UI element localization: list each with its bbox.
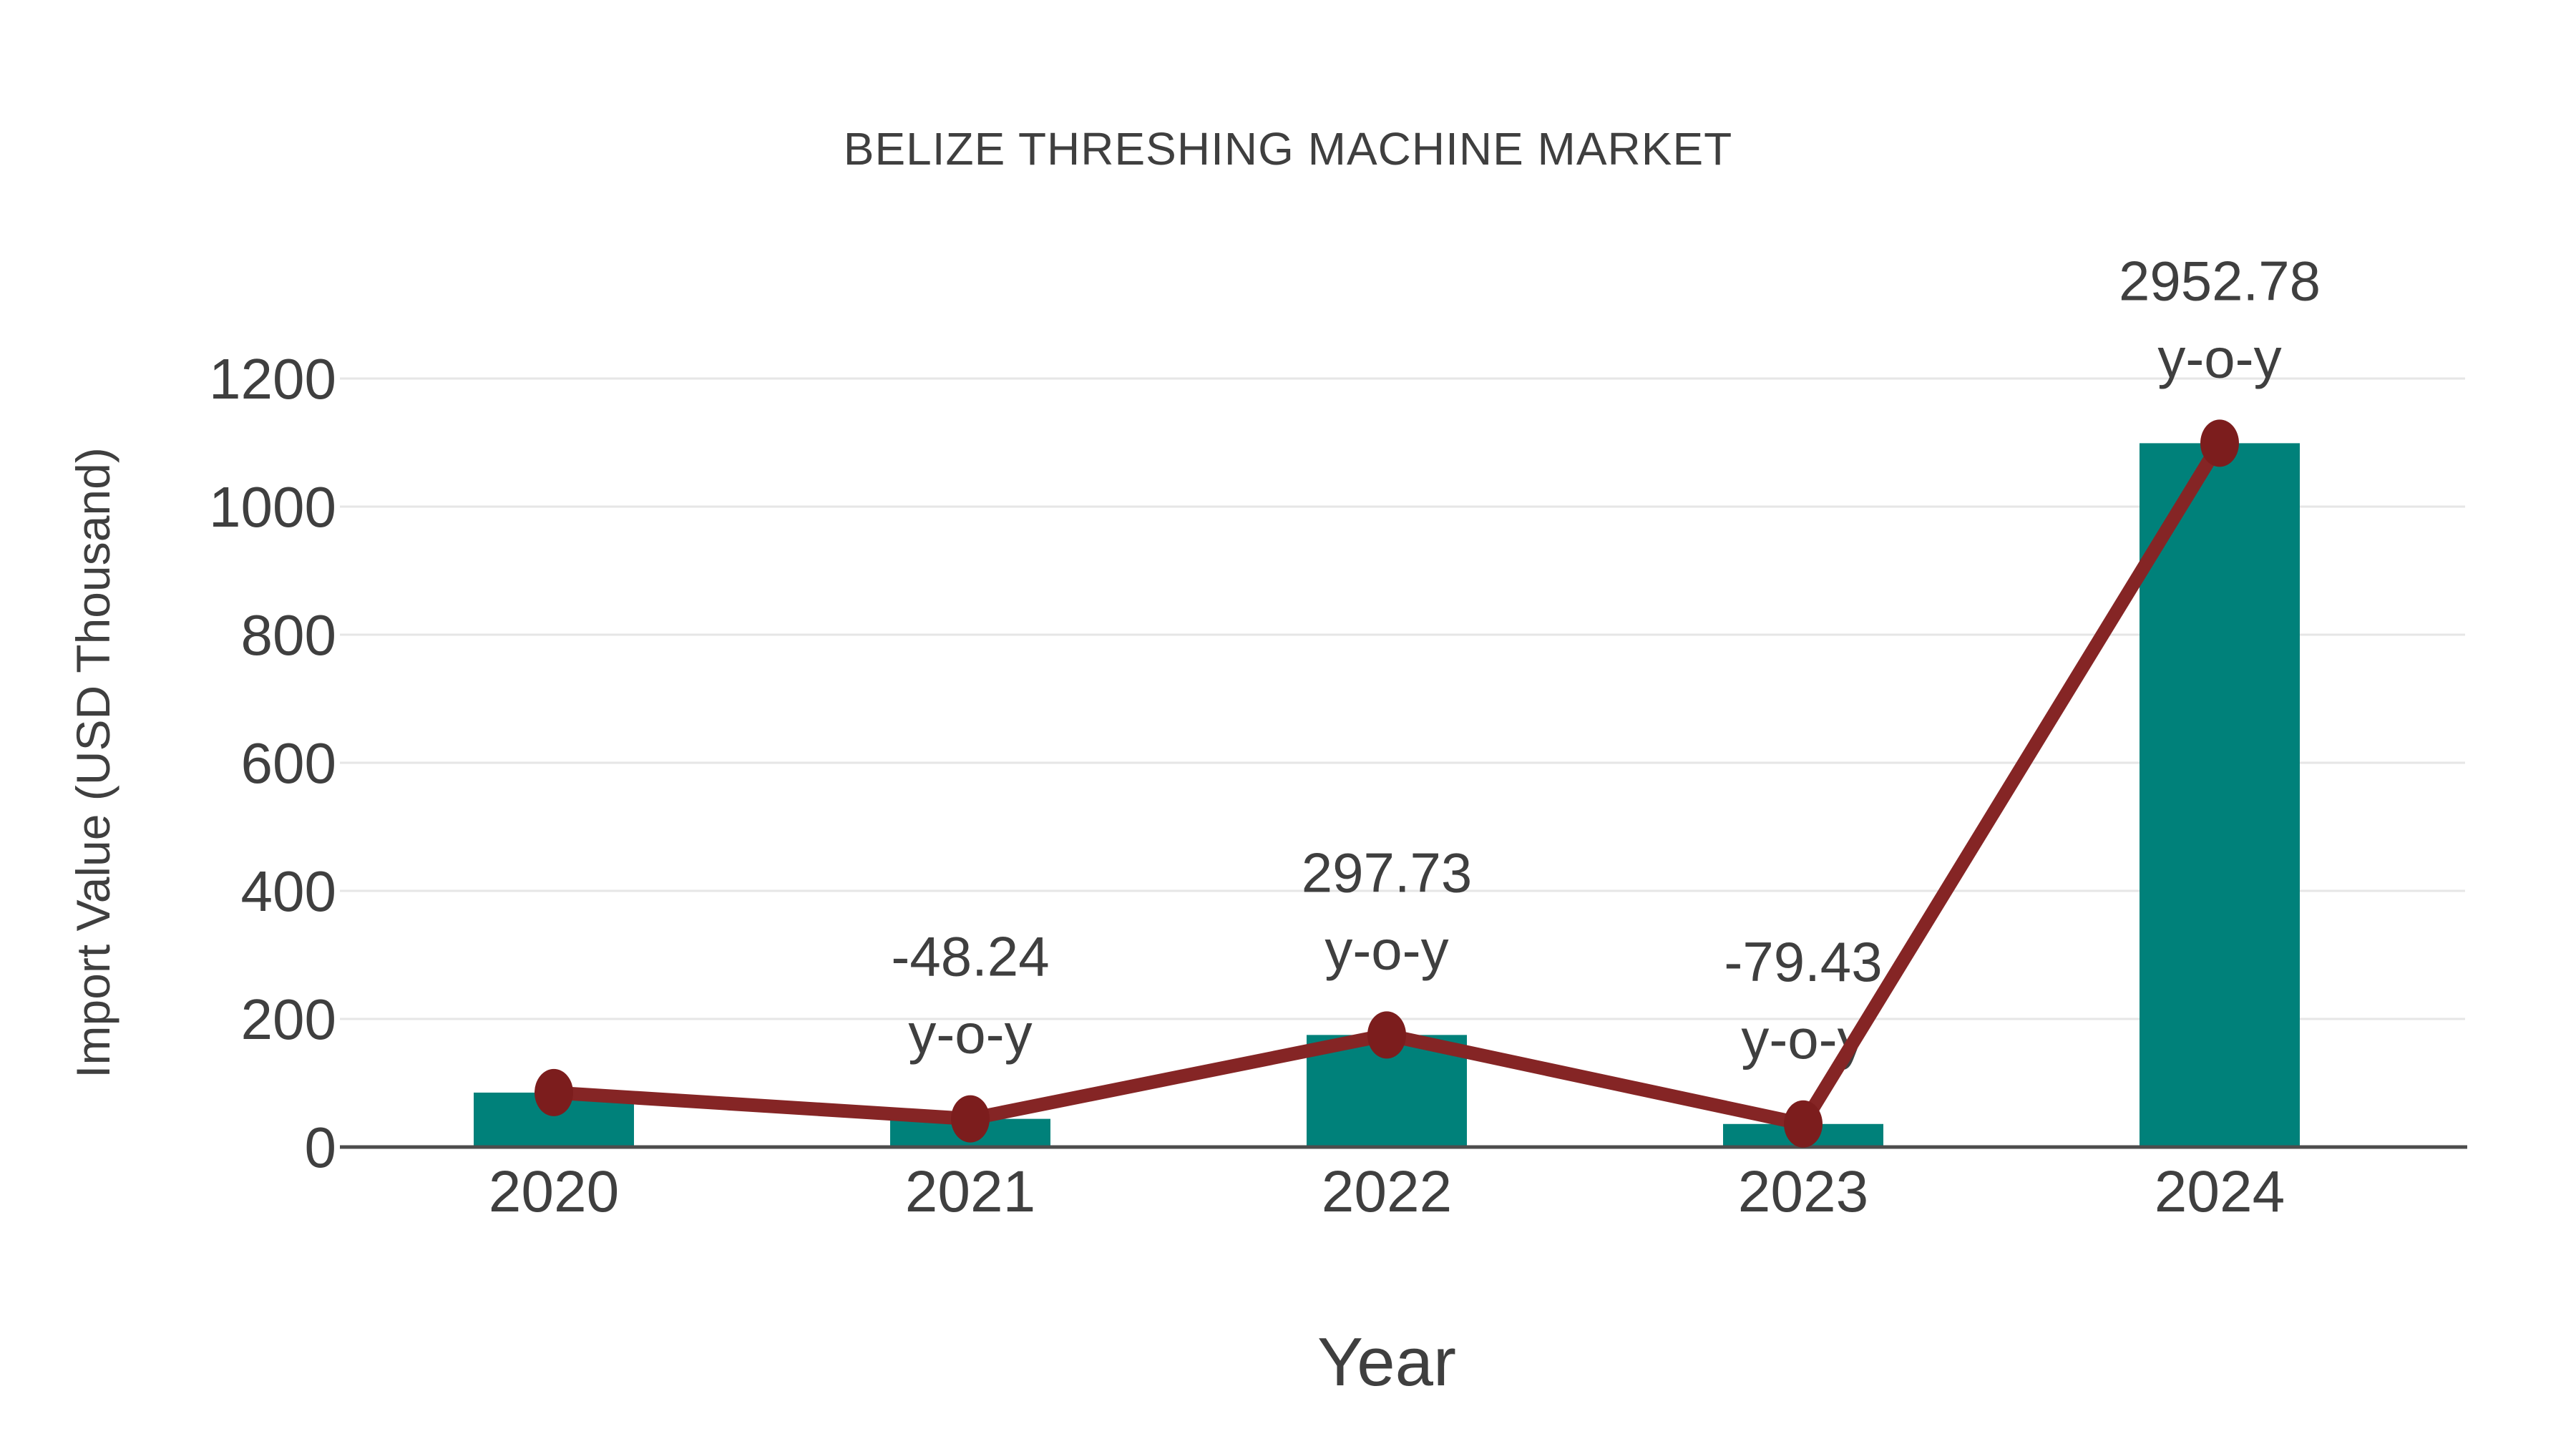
y-tick-label: 1000 (209, 475, 336, 539)
x-tick-label: 2022 (1322, 1159, 1452, 1224)
y-tick-label: 0 (305, 1116, 337, 1179)
yoy-unit-label: y-o-y (1324, 918, 1448, 981)
marker-2020[interactable] (535, 1068, 573, 1116)
marker-2023[interactable] (1784, 1100, 1823, 1148)
x-axis-title: Year (1317, 1324, 1456, 1400)
chart-title: BELIZE THRESHING MACHINE MARKET (843, 123, 1733, 175)
marker-2022[interactable] (1367, 1011, 1406, 1059)
y-tick-label: 600 (241, 731, 336, 795)
bar-2024[interactable] (2140, 443, 2300, 1147)
yoy-value-label: -79.43 (1724, 930, 1882, 993)
y-tick-label: 1200 (209, 347, 336, 411)
x-tick-label: 2023 (1738, 1159, 1868, 1224)
marker-2024[interactable] (2200, 419, 2239, 467)
x-tick-label: 2024 (2155, 1159, 2285, 1224)
yoy-unit-label: y-o-y (908, 1002, 1032, 1065)
yoy-unit-label: y-o-y (2157, 326, 2281, 389)
y-tick-label: 200 (241, 987, 336, 1051)
y-tick-label: 400 (241, 859, 336, 923)
y-tick-label: 800 (241, 603, 336, 667)
x-tick-label: 2021 (905, 1159, 1035, 1224)
yoy-value-label: 2952.78 (2119, 249, 2321, 312)
yoy-value-label: -48.24 (891, 925, 1049, 988)
x-tick-label: 2020 (489, 1159, 619, 1224)
marker-2021[interactable] (951, 1095, 990, 1143)
yoy-value-label: 297.73 (1302, 841, 1473, 904)
